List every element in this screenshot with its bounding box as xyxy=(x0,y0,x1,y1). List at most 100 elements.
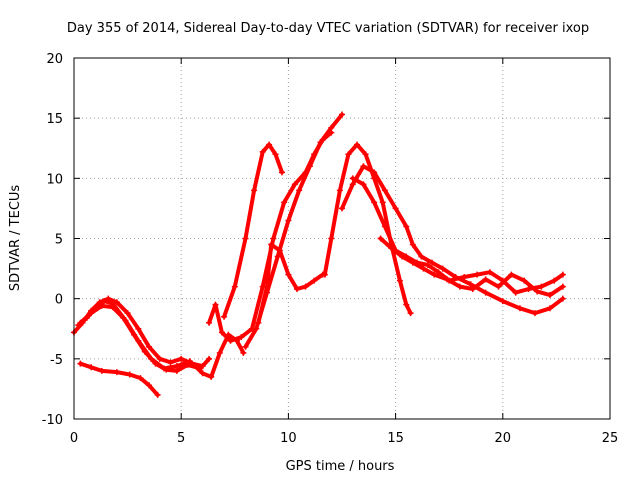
data-point xyxy=(184,361,191,368)
data-point xyxy=(381,187,388,194)
data-point xyxy=(120,314,127,321)
data-point xyxy=(276,247,283,254)
series-arc-7 xyxy=(242,111,345,350)
data-point xyxy=(362,151,369,158)
data-point xyxy=(559,271,566,278)
data-point xyxy=(296,187,303,194)
data-point xyxy=(409,241,416,248)
data-point xyxy=(212,301,219,308)
data-point xyxy=(525,286,532,293)
plot-frame xyxy=(73,57,611,420)
data-point xyxy=(272,151,279,158)
data-point xyxy=(431,271,438,278)
series-line xyxy=(78,361,160,397)
data-point xyxy=(354,141,361,148)
data-point xyxy=(137,375,144,382)
y-axis-label: SDTVAR / TECUs xyxy=(8,185,23,292)
series-arc-8 xyxy=(255,241,326,326)
data-point xyxy=(154,391,161,398)
x-tick-label: 10 xyxy=(280,431,297,446)
data-point xyxy=(197,365,204,372)
series-line xyxy=(350,176,565,295)
data-point xyxy=(281,199,288,206)
data-point xyxy=(113,369,120,376)
series-arc-4 xyxy=(77,360,161,398)
data-point xyxy=(345,151,352,158)
data-point xyxy=(516,305,523,312)
data-point xyxy=(559,283,566,290)
data-point xyxy=(131,331,138,338)
data-point xyxy=(266,141,273,148)
data-point xyxy=(409,259,416,266)
y-tick-label: 5 xyxy=(55,233,63,248)
data-point xyxy=(259,148,266,155)
chart-title: Day 355 of 2014, Sidereal Day-to-day VTE… xyxy=(67,21,589,36)
data-point xyxy=(403,223,410,230)
data-point xyxy=(98,367,105,374)
data-point xyxy=(349,175,356,182)
data-point xyxy=(360,181,367,188)
data-point xyxy=(146,343,153,350)
data-point xyxy=(199,370,206,377)
data-point xyxy=(399,253,406,260)
data-point xyxy=(88,310,95,317)
data-point xyxy=(251,187,258,194)
data-point xyxy=(253,325,260,332)
y-tick-label: 10 xyxy=(46,172,63,187)
data-point xyxy=(263,283,270,290)
data-point xyxy=(88,364,95,371)
y-tick-label: 20 xyxy=(46,52,63,67)
data-point xyxy=(274,253,281,260)
series-arc-11 xyxy=(349,175,566,296)
data-point xyxy=(77,360,84,367)
data-point xyxy=(135,325,142,332)
series-arc-12 xyxy=(377,235,566,299)
data-point xyxy=(467,281,474,288)
data-point xyxy=(242,343,249,350)
data-point xyxy=(270,235,277,242)
x-tick-label: 15 xyxy=(387,431,404,446)
data-point xyxy=(521,277,528,284)
data-point xyxy=(328,235,335,242)
data-point xyxy=(178,355,185,362)
series-arc-3 xyxy=(77,302,204,374)
series-arc-1 xyxy=(71,295,213,370)
data-point xyxy=(534,288,541,295)
data-point xyxy=(146,382,153,389)
data-point xyxy=(420,265,427,272)
data-point xyxy=(328,124,335,131)
data-point xyxy=(469,286,476,293)
data-point xyxy=(278,169,285,176)
tick-labels: 0 5 10 15 20 25 -10 -5 0 5 10 15 20 xyxy=(42,52,619,446)
y-tick-label: -10 xyxy=(42,413,63,428)
data-point xyxy=(546,305,553,312)
data-point xyxy=(444,276,451,283)
data-point xyxy=(101,298,108,305)
data-point xyxy=(531,310,538,317)
data-point xyxy=(486,269,493,276)
x-tick-label: 20 xyxy=(495,431,512,446)
data-point xyxy=(321,271,328,278)
data-point xyxy=(360,163,367,170)
data-point xyxy=(538,283,545,290)
data-point xyxy=(546,292,553,299)
data-point xyxy=(285,217,292,224)
data-point xyxy=(163,366,170,373)
data-point xyxy=(371,199,378,206)
data-point xyxy=(216,349,223,356)
series-line xyxy=(256,242,325,325)
data-point xyxy=(418,253,425,260)
data-point xyxy=(317,139,324,146)
data-point xyxy=(381,223,388,230)
data-point xyxy=(559,295,566,302)
series-line xyxy=(340,164,565,316)
data-point xyxy=(221,313,228,320)
series-line xyxy=(322,142,413,316)
data-point xyxy=(392,205,399,212)
data-point xyxy=(495,283,502,290)
data-point xyxy=(255,319,262,326)
data-point xyxy=(349,181,356,188)
series-line xyxy=(222,142,284,319)
data-point xyxy=(407,310,414,317)
data-point xyxy=(474,271,481,278)
